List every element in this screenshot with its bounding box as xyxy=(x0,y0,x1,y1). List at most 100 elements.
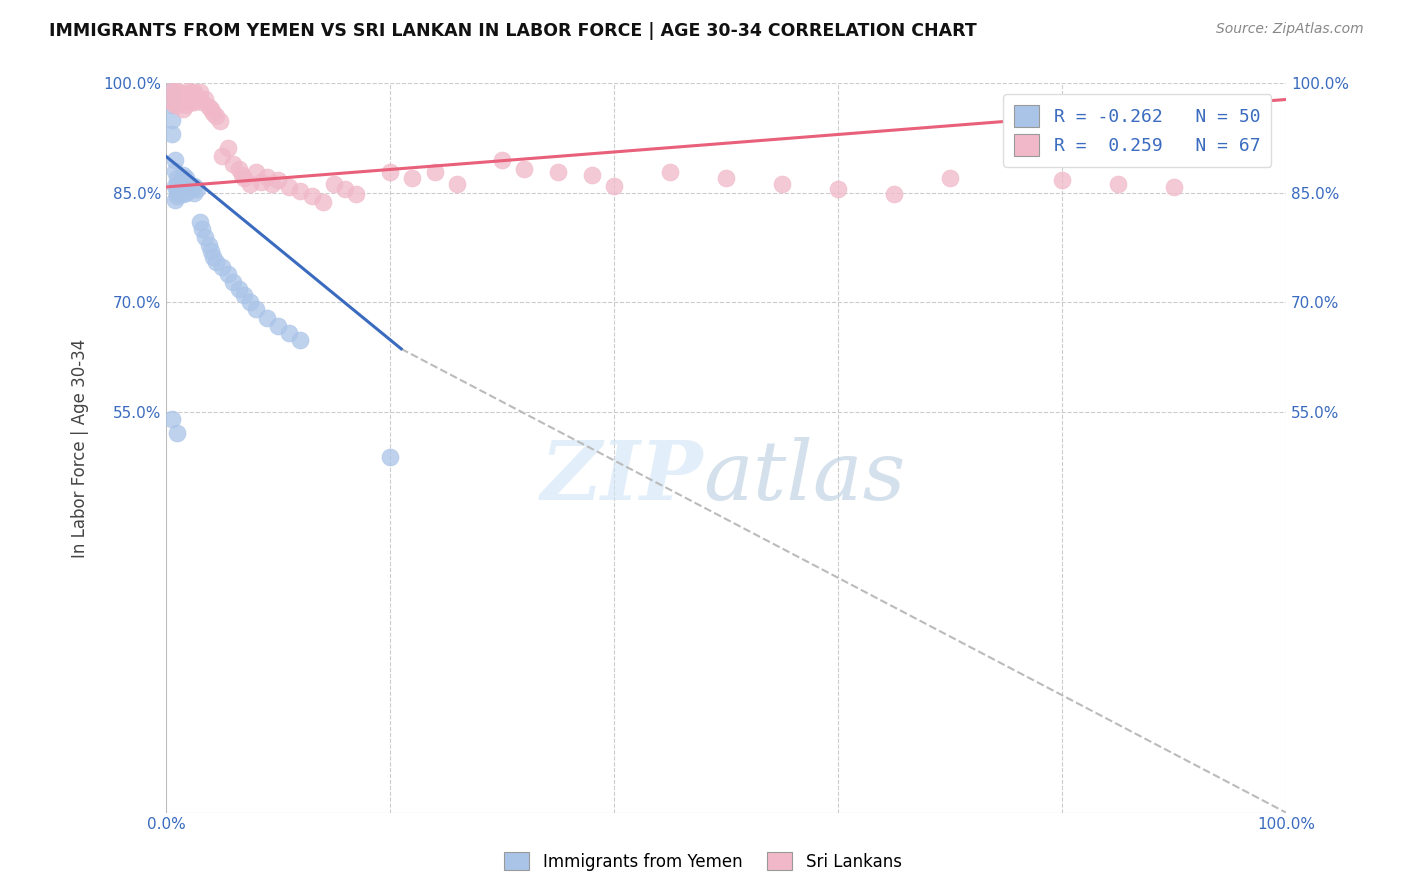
Point xyxy=(180,182,202,196)
Point xyxy=(222,156,245,170)
Point xyxy=(188,85,211,99)
Point xyxy=(174,178,197,193)
Point xyxy=(233,171,256,186)
Point xyxy=(939,171,962,186)
Point xyxy=(169,187,191,202)
Point xyxy=(166,178,188,193)
Point xyxy=(245,302,267,317)
Point xyxy=(1107,177,1129,191)
Point xyxy=(160,98,183,112)
Point xyxy=(166,98,188,112)
Point xyxy=(714,171,737,186)
Point xyxy=(177,93,200,107)
Point xyxy=(581,168,603,182)
Point xyxy=(378,165,401,179)
Point xyxy=(160,112,183,127)
Point xyxy=(163,98,186,112)
Text: atlas: atlas xyxy=(703,437,905,517)
Point xyxy=(239,295,262,310)
Point xyxy=(188,215,211,229)
Point xyxy=(344,187,367,202)
Point xyxy=(222,275,245,289)
Point xyxy=(166,182,188,196)
Point xyxy=(233,288,256,302)
Point xyxy=(197,100,219,114)
Point xyxy=(160,84,183,98)
Point xyxy=(183,95,205,109)
Legend: Immigrants from Yemen, Sri Lankans: Immigrants from Yemen, Sri Lankans xyxy=(496,844,910,880)
Point xyxy=(186,182,208,196)
Point xyxy=(194,93,217,107)
Point xyxy=(228,282,250,296)
Point xyxy=(160,128,183,142)
Point xyxy=(267,172,290,186)
Point xyxy=(1163,180,1185,194)
Point xyxy=(513,162,536,177)
Point xyxy=(205,255,228,269)
Point xyxy=(166,171,188,186)
Point xyxy=(205,109,228,123)
Point xyxy=(169,95,191,109)
Point xyxy=(208,114,231,128)
Point xyxy=(160,95,183,109)
Point xyxy=(659,165,682,179)
Point xyxy=(172,87,194,102)
Point xyxy=(202,105,225,120)
Point xyxy=(160,412,183,426)
Point xyxy=(177,84,200,98)
Point xyxy=(172,180,194,194)
Point xyxy=(172,95,194,109)
Point xyxy=(191,95,214,109)
Point xyxy=(166,426,188,441)
Point xyxy=(172,187,194,202)
Point xyxy=(177,177,200,191)
Point xyxy=(191,222,214,236)
Point xyxy=(172,168,194,182)
Point xyxy=(166,186,188,200)
Point xyxy=(267,318,290,333)
Point xyxy=(163,193,186,207)
Point xyxy=(163,153,186,167)
Point xyxy=(290,185,312,199)
Point xyxy=(770,177,793,191)
Text: IMMIGRANTS FROM YEMEN VS SRI LANKAN IN LABOR FORCE | AGE 30-34 CORRELATION CHART: IMMIGRANTS FROM YEMEN VS SRI LANKAN IN L… xyxy=(49,22,977,40)
Point xyxy=(166,189,188,203)
Point xyxy=(423,165,446,179)
Point xyxy=(290,333,312,347)
Point xyxy=(446,177,468,191)
Y-axis label: In Labor Force | Age 30-34: In Labor Force | Age 30-34 xyxy=(72,338,89,558)
Point xyxy=(335,182,357,196)
Point xyxy=(378,450,401,464)
Point xyxy=(256,169,278,184)
Point xyxy=(174,98,197,112)
Point xyxy=(169,87,191,102)
Point xyxy=(183,186,205,200)
Point xyxy=(172,172,194,186)
Point xyxy=(163,164,186,178)
Point xyxy=(163,84,186,98)
Point xyxy=(160,91,183,105)
Point xyxy=(186,91,208,105)
Point xyxy=(166,84,188,98)
Point xyxy=(194,229,217,244)
Point xyxy=(183,85,205,99)
Point xyxy=(301,189,323,203)
Point xyxy=(202,250,225,264)
Legend: R = -0.262   N = 50, R =  0.259   N = 67: R = -0.262 N = 50, R = 0.259 N = 67 xyxy=(1004,94,1271,167)
Point xyxy=(180,85,202,99)
Point xyxy=(883,187,905,202)
Point xyxy=(217,140,239,154)
Point xyxy=(174,91,197,105)
Point xyxy=(401,171,423,186)
Point xyxy=(547,165,569,179)
Point xyxy=(160,84,183,98)
Point xyxy=(250,175,273,189)
Point xyxy=(217,268,239,282)
Point xyxy=(174,186,197,200)
Point xyxy=(174,171,197,186)
Point xyxy=(245,165,267,179)
Point xyxy=(239,177,262,191)
Point xyxy=(180,95,202,109)
Point xyxy=(312,194,335,209)
Point xyxy=(200,102,222,116)
